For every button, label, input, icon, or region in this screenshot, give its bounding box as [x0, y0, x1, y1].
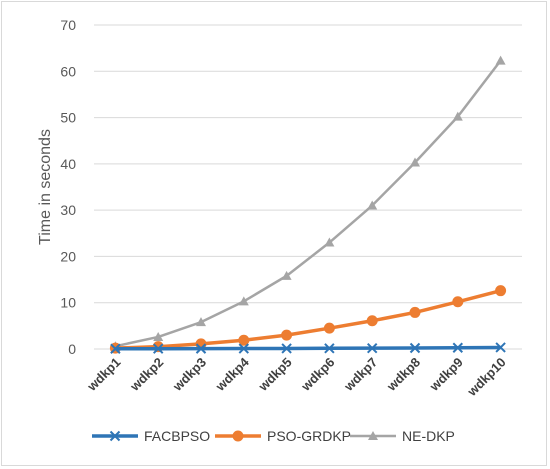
- data-point: [324, 237, 335, 247]
- y-tick-label: 30: [60, 202, 76, 218]
- data-point: [452, 342, 464, 353]
- series-facbpso: [110, 342, 506, 354]
- data-point: [153, 331, 164, 341]
- y-tick-label: 50: [60, 110, 76, 126]
- data-point: [238, 296, 249, 306]
- data-point: [495, 285, 507, 297]
- data-point: [410, 157, 420, 167]
- data-point: [281, 270, 292, 280]
- data-point: [495, 342, 506, 353]
- legend-marker: [232, 430, 244, 442]
- series-line: [115, 288, 502, 350]
- data-point: [452, 111, 463, 121]
- legend-marker: [368, 431, 378, 440]
- x-tick-label: wdkp1: [84, 355, 124, 395]
- x-tick-label: wdkp5: [255, 355, 295, 395]
- x-tick-label: wdkp8: [383, 355, 423, 395]
- series-line: [115, 59, 502, 348]
- legend-item: FACBPSO: [92, 428, 210, 444]
- y-tick-label: 70: [60, 17, 76, 33]
- series-line: [115, 345, 501, 351]
- data-point: [110, 343, 121, 354]
- y-axis-ticks: 0 10 20 30 40 50 60 70: [60, 17, 76, 357]
- data-point: [238, 343, 250, 354]
- y-tick-label: 0: [68, 341, 76, 357]
- data-point: [195, 343, 207, 354]
- x-tick-label: wdkp9: [426, 355, 466, 395]
- y-tick-label: 10: [60, 295, 76, 311]
- data-point: [366, 342, 378, 354]
- legend-marker: [109, 430, 121, 442]
- data-point: [152, 343, 164, 354]
- x-tick-label: wdkp6: [298, 355, 338, 395]
- y-tick-label: 20: [60, 248, 76, 264]
- legend-label: PSO-GRDKP: [267, 428, 351, 444]
- y-tick-label: 40: [60, 156, 76, 172]
- y-tick-label: 60: [60, 63, 76, 79]
- x-tick-label: wdkp4: [212, 354, 252, 394]
- x-tick-label: wdkp2: [126, 355, 166, 395]
- data-point: [238, 334, 250, 346]
- data-point: [452, 296, 464, 308]
- data-point: [366, 315, 378, 327]
- data-point: [367, 200, 378, 210]
- legend: FACBPSO PSO-GRDKP NE-DKP: [92, 428, 455, 444]
- data-point: [323, 322, 335, 334]
- data-point: [409, 342, 421, 354]
- legend-label: NE-DKP: [402, 428, 455, 444]
- legend-item: PSO-GRDKP: [215, 428, 351, 444]
- x-tick-label: wdkp10: [464, 355, 509, 400]
- x-tick-label: wdkp7: [340, 355, 380, 395]
- legend-label: FACBPSO: [144, 428, 210, 444]
- data-point: [409, 306, 421, 318]
- series-pso-grdkp: [109, 285, 507, 354]
- data-point: [281, 329, 293, 341]
- gridlines: [94, 24, 522, 304]
- data-point: [196, 317, 206, 327]
- x-tick-label: wdkp3: [169, 355, 209, 395]
- x-axis-ticks: wdkp1 wdkp2 wdkp3 wdkp4 wdkp5 wdkp6 wdkp7 wdkp8…: [84, 354, 509, 400]
- data-point: [281, 343, 292, 354]
- y-axis-title: Time in seconds: [37, 129, 54, 245]
- data-point: [324, 343, 335, 354]
- legend-item: NE-DKP: [350, 428, 455, 444]
- series-group: [109, 55, 507, 354]
- data-point: [495, 55, 506, 65]
